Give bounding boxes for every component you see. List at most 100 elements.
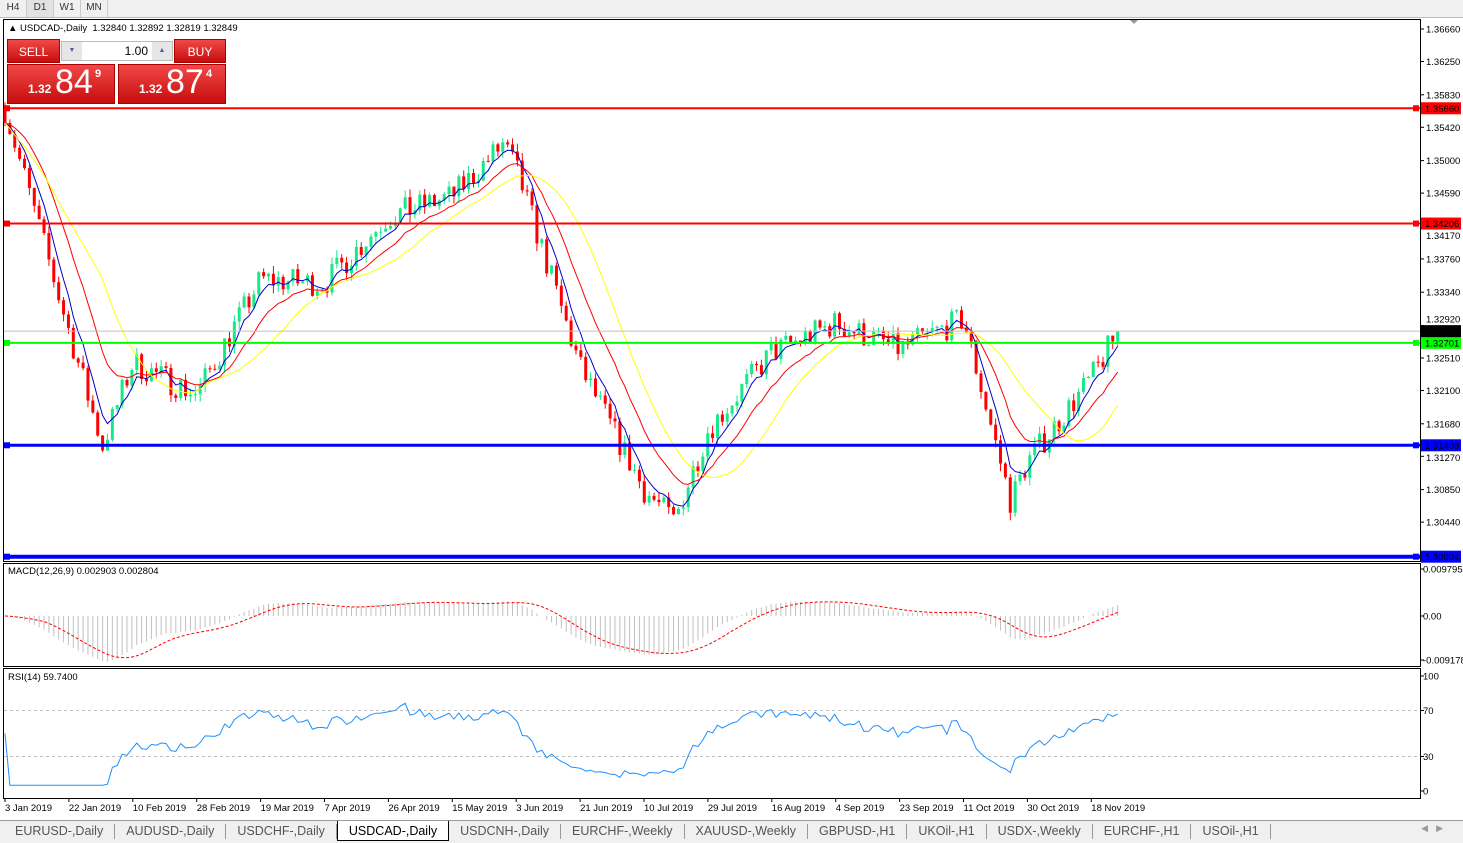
candle-body [452,186,456,197]
candle-body [340,257,344,263]
candle-body [935,326,939,329]
level-handle[interactable] [1413,442,1419,449]
chart-tab[interactable]: XAUUSD-,Weekly [685,824,808,839]
level-handle[interactable] [4,339,10,346]
candle-body [193,394,197,396]
timeframe-w1[interactable]: W1 [54,0,81,17]
tab-scroll-arrows[interactable]: ◀▶ [1421,823,1451,833]
price-axis-label: 1.31680 [1426,419,1460,430]
collapse-triangle-icon[interactable]: ▲ [8,23,18,34]
lot-input[interactable]: 1.00 [124,44,148,58]
buy-price-button[interactable]: 1.32 87 4 [118,63,226,104]
chart-tab[interactable]: AUDUSD-,Daily [115,824,227,839]
candle-body [442,194,446,201]
timeframe-mn[interactable]: MN [81,0,108,17]
chart-tab[interactable]: EURCHF-,Weekly [561,824,685,839]
candle-body [1003,463,1007,478]
rsi-label: RSI(14) 59.7400 [8,672,78,683]
level-price-label: 1.32701 [1425,338,1459,349]
candle-body [672,507,676,515]
lot-size-stepper[interactable]: ▼ 1.00 ▲ [61,41,173,61]
chart-shift-marker-icon[interactable] [1130,20,1138,24]
candle-body [686,487,690,508]
candle-body [574,345,578,351]
candle-body [652,495,656,500]
candle-body [779,339,783,359]
price-axis-label: 1.34170 [1426,231,1460,242]
candle-body [798,340,802,343]
candle-body [345,262,349,274]
chart-tab[interactable]: UKOil-,H1 [907,824,987,839]
level-price-label: 1.30004 [1425,552,1459,563]
candle-body [218,365,222,370]
level-handle[interactable] [4,553,10,560]
candle-body [271,273,275,286]
candle-body [1008,477,1012,513]
candle-body [720,414,724,422]
candle-body [359,246,363,255]
sell-button[interactable]: SELL [7,39,60,63]
sell-price-button[interactable]: 1.32 84 9 [7,63,115,104]
chart-tab[interactable]: GBPUSD-,H1 [808,824,908,839]
buy-button[interactable]: BUY [174,39,226,63]
candle-body [154,368,158,372]
candle-body [1077,391,1081,412]
level-handle[interactable] [4,220,10,227]
chart-tab[interactable]: USOil-,H1 [1191,824,1271,839]
candle-body [57,282,61,301]
level-handle[interactable] [1413,339,1419,346]
candle-body [735,401,739,406]
chart-tab[interactable]: USDCNH-,Daily [449,824,562,839]
candle-body [564,305,568,321]
candle-body [940,325,944,327]
candle-body [1052,421,1056,440]
chart-tab[interactable]: USDX-,Weekly [987,824,1093,839]
candle-body [1086,376,1090,379]
increase-lot-icon[interactable]: ▲ [152,42,172,60]
candle-body [1042,433,1046,453]
candle-body [174,395,178,398]
candle-body [486,160,490,162]
timeframe-d1[interactable]: D1 [27,0,54,17]
candle-body [725,413,729,422]
level-handle[interactable] [4,442,10,449]
candle-body [188,394,192,397]
candle-body [296,269,300,284]
date-axis-label: 21 Jun 2019 [580,803,632,814]
date-axis-label: 29 Jul 2019 [708,803,757,814]
candle-body [589,378,593,381]
candle-body [511,144,515,152]
candle-body [852,332,856,334]
chart-tab[interactable]: EURCHF-,H1 [1093,824,1192,839]
current-price-label: 1.32849 [1425,327,1459,338]
level-handle[interactable] [4,105,10,112]
candle-body [1062,425,1066,432]
candle-body [47,232,51,260]
chart-tab[interactable]: EURUSD-,Daily [4,824,116,839]
level-handle[interactable] [1413,553,1419,560]
chart-tab[interactable]: USDCAD-,Daily [336,821,450,841]
candle-body [711,433,715,438]
level-handle[interactable] [1413,105,1419,112]
candle-body [691,466,695,488]
candle-body [66,314,70,328]
candle-body [76,358,80,363]
chart-canvas[interactable]: 1.36660 1.36250 1.35830 1.35420 1.35000 1.345… [0,0,1463,820]
candle-body [740,383,744,402]
candle-body [403,197,407,209]
buy-price-big: 87 [166,63,204,101]
date-axis-label: 18 Nov 2019 [1091,803,1145,814]
chart-tab[interactable]: USDCHF-,Daily [226,824,337,839]
candle-body [755,363,759,366]
sell-price-prefix: 1.32 [28,82,52,96]
candle-body [262,272,266,277]
level-handle[interactable] [1413,220,1419,227]
price-axis-label: 1.32510 [1426,354,1460,365]
timeframe-h4[interactable]: H4 [0,0,27,17]
decrease-lot-icon[interactable]: ▼ [62,42,82,60]
candle-body [842,328,846,337]
date-axis-label: 15 May 2019 [452,803,507,814]
candle-body [389,225,393,229]
candle-body [232,321,236,347]
candle-body [1091,361,1095,377]
